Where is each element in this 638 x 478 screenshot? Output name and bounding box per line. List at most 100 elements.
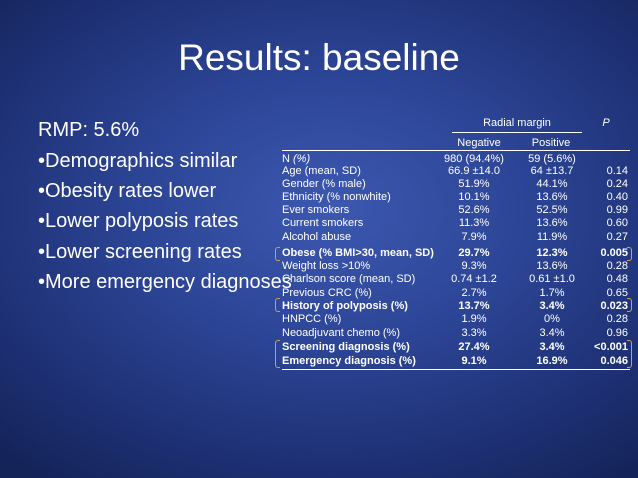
table-row: Screening diagnosis (%) 27.4% 3.4% <0.001 bbox=[282, 341, 630, 353]
p-value: 0.48 bbox=[606, 273, 628, 285]
positive-value: 64 ±13.7 bbox=[530, 165, 574, 177]
table-bottom-rule bbox=[282, 369, 630, 370]
negative-value: 11.3% bbox=[458, 217, 490, 229]
negative-value: 9.1% bbox=[461, 355, 487, 367]
negative-value: 10.1% bbox=[458, 191, 490, 203]
row-label: History of polyposis (%) bbox=[282, 300, 408, 312]
table-row: Charlson score (mean, SD) 0.74 ±1.2 0.61 ±… bbox=[282, 273, 630, 285]
p-value: 0.24 bbox=[606, 178, 628, 190]
highlight-bracket-right-polyposis bbox=[627, 298, 632, 312]
table-row: Ever smokers 52.6% 52.5% 0.99 bbox=[282, 204, 630, 216]
positive-value: 3.4% bbox=[539, 327, 565, 339]
table-row: Previous CRC (%) 2.7% 1.7% 0.65 bbox=[282, 287, 630, 299]
positive-value: 13.6% bbox=[536, 191, 568, 203]
positive-value: 13.6% bbox=[536, 260, 568, 272]
table-row: Age (mean, SD) 66.9 ±14.0 64 ±13.7 0.14 bbox=[282, 165, 630, 177]
page-title: Results: baseline bbox=[178, 37, 460, 78]
row-label: Alcohol abuse bbox=[282, 231, 352, 243]
row-label: Ethnicity (% nonwhite) bbox=[282, 191, 391, 203]
highlight-bracket-left-diagnosis bbox=[275, 340, 280, 368]
table-row: Ethnicity (% nonwhite) 10.1% 13.6% 0.40 bbox=[282, 191, 630, 203]
highlight-bracket-left-polyposis bbox=[275, 298, 280, 312]
p-value: 0.14 bbox=[606, 165, 628, 177]
negative-value: 0.74 ±1.2 bbox=[451, 273, 497, 285]
table-row: Weight loss >10% 9.3% 13.6% 0.28 bbox=[282, 260, 630, 272]
p-value: <0.001 bbox=[594, 341, 628, 353]
p-value: 0.99 bbox=[606, 204, 628, 216]
bullet-rmp: RMP: 5.6% bbox=[38, 119, 140, 141]
row-label: Age (mean, SD) bbox=[282, 165, 361, 177]
header-rule bbox=[282, 150, 630, 151]
negative-value: 980 (94.4%) bbox=[444, 153, 504, 165]
positive-value: 16.9% bbox=[536, 355, 568, 367]
row-label: Current smokers bbox=[282, 217, 364, 229]
positive-value: 13.6% bbox=[536, 217, 568, 229]
row-label: Neoadjuvant chemo (%) bbox=[282, 327, 401, 339]
table-row: Obese (% BMI>30, mean, SD) 29.7% 12.3% 0.00… bbox=[282, 247, 630, 259]
p-value: 0.023 bbox=[600, 300, 628, 312]
highlight-bracket-right-diagnosis bbox=[627, 340, 632, 368]
negative-value: 3.3% bbox=[461, 327, 487, 339]
positive-value: 0.61 ±1.0 bbox=[529, 273, 575, 285]
p-value: 0.005 bbox=[600, 247, 628, 259]
negative-column-header: Negative bbox=[457, 137, 501, 149]
p-value: 0.046 bbox=[600, 355, 628, 367]
p-value: 0.65 bbox=[606, 287, 628, 299]
negative-value: 1.9% bbox=[461, 313, 487, 325]
table-row: Current smokers 11.3% 13.6% 0.60 bbox=[282, 217, 630, 229]
row-label: Previous CRC (%) bbox=[282, 287, 372, 299]
row-label: Obese (% BMI>30, mean, SD) bbox=[282, 247, 434, 259]
bullet-emergency: •More emergency diagnoses bbox=[38, 271, 292, 293]
p-value: 0.27 bbox=[606, 231, 628, 243]
table-row: History of polyposis (%) 13.7% 3.4% 0.023 bbox=[282, 300, 630, 312]
positive-value: 12.3% bbox=[536, 247, 568, 259]
radial-margin-header: Radial margin bbox=[483, 117, 551, 129]
row-label: N (%) bbox=[282, 153, 311, 165]
group-header-rule bbox=[452, 132, 582, 133]
row-label: Gender (% male) bbox=[282, 178, 366, 190]
bullet-obesity: •Obesity rates lower bbox=[38, 180, 217, 202]
row-label: Weight loss >10% bbox=[282, 260, 371, 272]
negative-value: 66.9 ±14.0 bbox=[448, 165, 500, 177]
bullet-screening: •Lower screening rates bbox=[38, 241, 242, 263]
table-row: Neoadjuvant chemo (%) 3.3% 3.4% 0.96 bbox=[282, 327, 630, 339]
row-label: Ever smokers bbox=[282, 204, 350, 216]
table-row: HNPCC (%) 1.9% 0% 0.28 bbox=[282, 313, 630, 325]
positive-value: 44.1% bbox=[536, 178, 568, 190]
p-value: 0.60 bbox=[606, 217, 628, 229]
positive-value: 52.5% bbox=[536, 204, 568, 216]
row-label: Emergency diagnosis (%) bbox=[282, 355, 416, 367]
bullet-demographics: •Demographics similar bbox=[38, 150, 238, 172]
table-row: N (%) 980 (94.4%) 59 (5.6%) bbox=[282, 153, 630, 165]
p-value: 0.28 bbox=[606, 260, 628, 272]
negative-value: 29.7% bbox=[458, 247, 490, 259]
positive-value: 0% bbox=[544, 313, 560, 325]
bullet-polyposis: •Lower polyposis rates bbox=[38, 210, 239, 232]
negative-value: 2.7% bbox=[461, 287, 487, 299]
highlight-bracket-left-obese bbox=[275, 247, 280, 261]
row-label: Screening diagnosis (%) bbox=[282, 341, 410, 353]
table-row: Alcohol abuse 7.9% 11.9% 0.27 bbox=[282, 231, 630, 243]
row-label: HNPCC (%) bbox=[282, 313, 342, 325]
negative-value: 27.4% bbox=[458, 341, 490, 353]
positive-value: 59 (5.6%) bbox=[528, 153, 576, 165]
p-value: 0.28 bbox=[606, 313, 628, 325]
positive-value: 3.4% bbox=[539, 300, 565, 312]
positive-value: 11.9% bbox=[536, 231, 568, 243]
p-value-header: P bbox=[602, 117, 610, 129]
negative-value: 7.9% bbox=[461, 231, 487, 243]
table-row: Gender (% male) 51.9% 44.1% 0.24 bbox=[282, 178, 630, 190]
positive-column-header: Positive bbox=[531, 137, 571, 149]
negative-value: 52.6% bbox=[458, 204, 490, 216]
p-value: 0.96 bbox=[606, 327, 628, 339]
table-row: Emergency diagnosis (%) 9.1% 16.9% 0.046 bbox=[282, 355, 630, 367]
negative-value: 9.3% bbox=[461, 260, 487, 272]
negative-value: 13.7% bbox=[458, 300, 490, 312]
row-label: Charlson score (mean, SD) bbox=[282, 273, 416, 285]
positive-value: 1.7% bbox=[539, 287, 565, 299]
highlight-bracket-right-obese bbox=[627, 247, 632, 261]
positive-value: 3.4% bbox=[539, 341, 565, 353]
p-value: 0.40 bbox=[606, 191, 628, 203]
negative-value: 51.9% bbox=[458, 178, 490, 190]
